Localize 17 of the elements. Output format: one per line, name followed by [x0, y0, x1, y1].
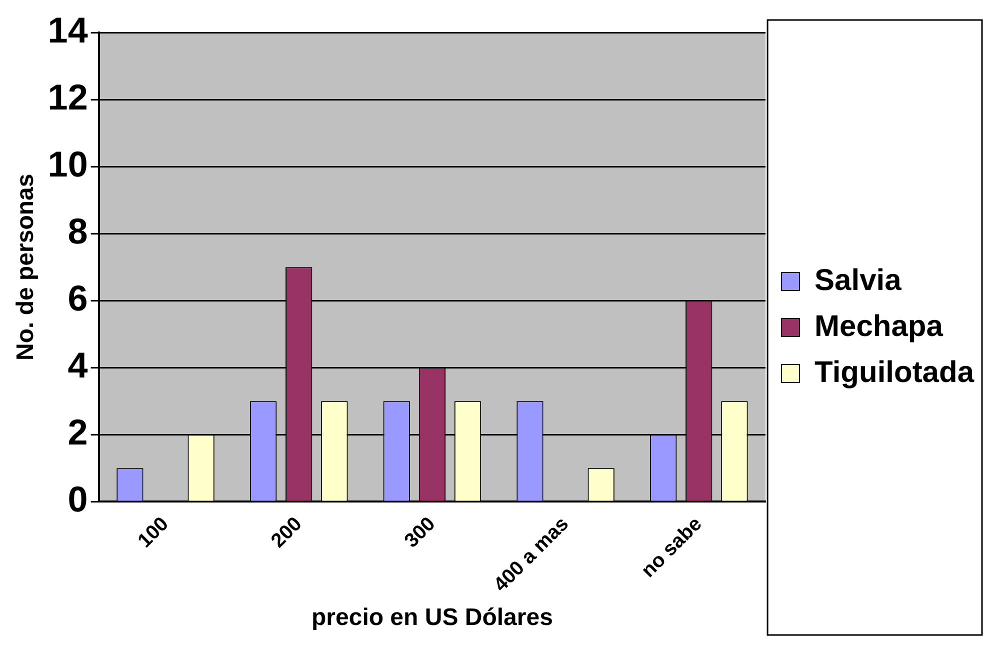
y-tick-label: 6: [68, 278, 88, 319]
x-axis-title: precio en US Dólares: [311, 604, 553, 632]
legend-label: Mechapa: [814, 310, 944, 343]
x-tick-label: 300: [400, 512, 440, 552]
y-tick-label: 12: [48, 76, 88, 118]
x-tick-label: 100: [134, 512, 173, 552]
y-tick-label: 14: [48, 10, 88, 51]
legend-label: Tiguilotada: [814, 356, 974, 389]
x-tick-label: 400 a mas: [490, 512, 573, 596]
y-tick-label: 4: [68, 344, 88, 386]
legend-label: Salvia: [814, 264, 902, 297]
y-tick-label: 8: [68, 210, 88, 252]
y-tick-label: 10: [48, 144, 88, 185]
x-tick-label: 200: [267, 512, 306, 552]
y-tick-label: 2: [68, 412, 88, 453]
y-axis-title: No. de personas: [12, 174, 40, 360]
y-tick-label: 0: [68, 478, 88, 520]
